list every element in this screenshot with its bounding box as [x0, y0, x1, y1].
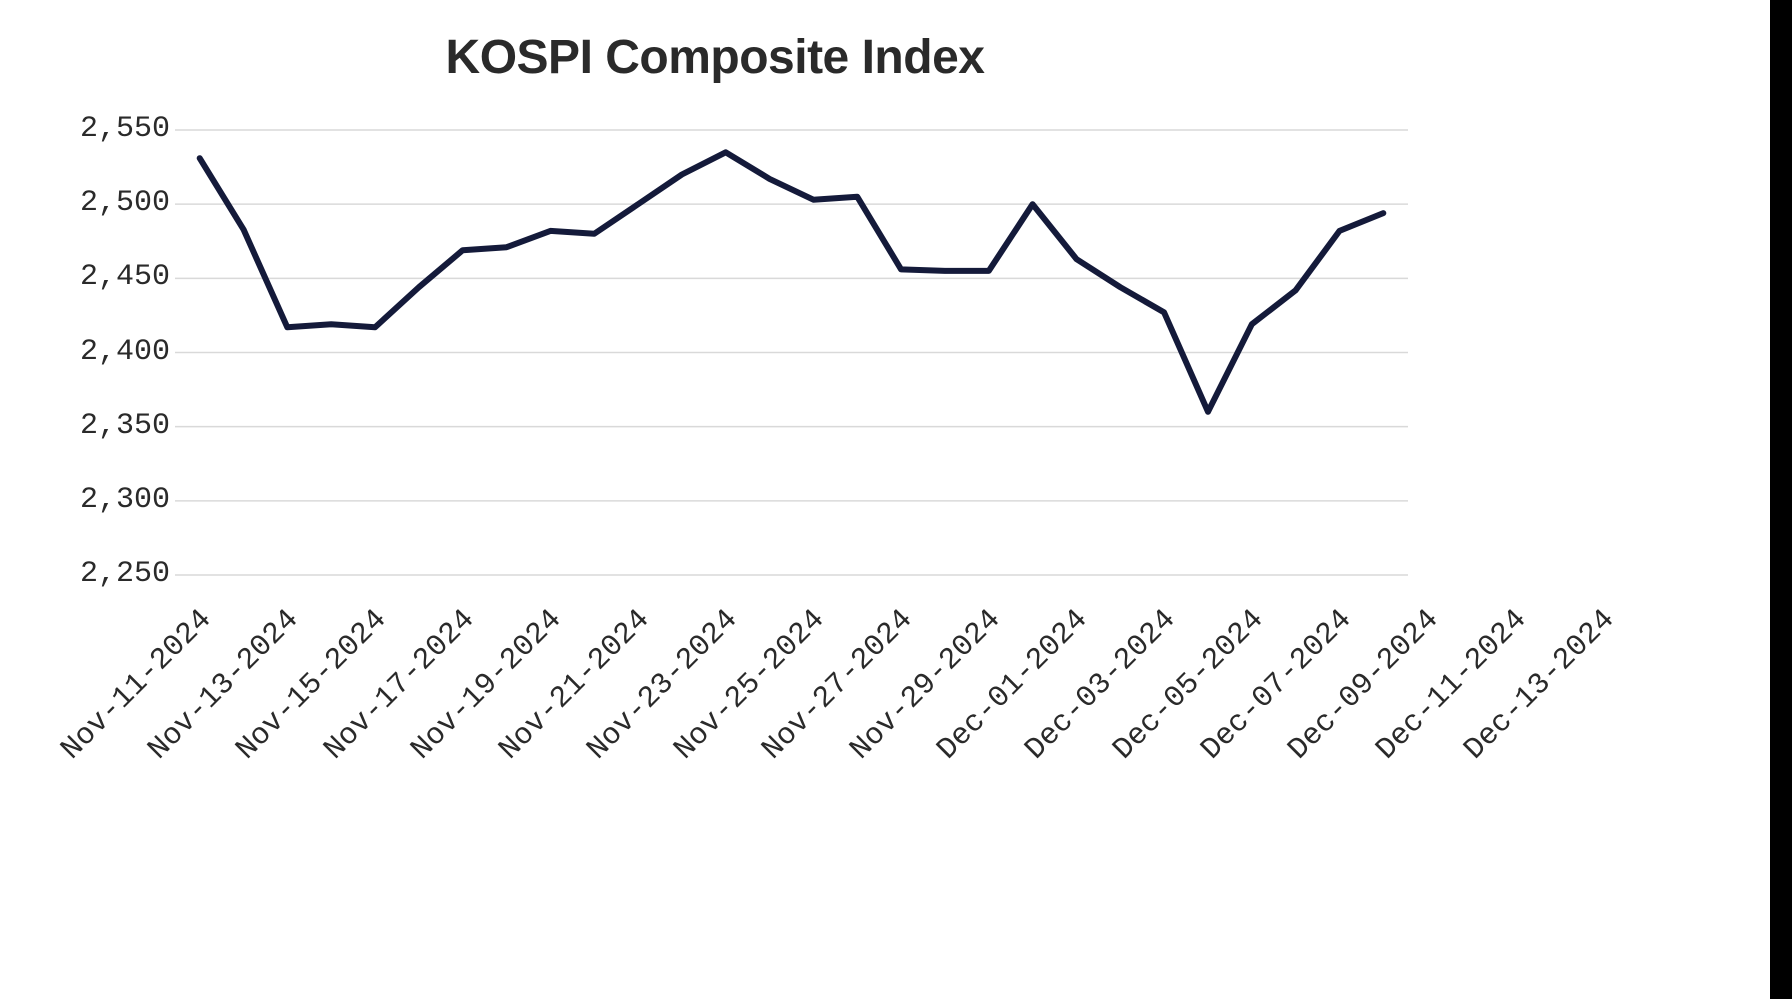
y-tick-label: 2,500: [80, 186, 170, 220]
y-tick-label: 2,450: [80, 260, 170, 294]
right-border-bar: [1770, 0, 1792, 999]
chart-plot-area: [0, 0, 1792, 999]
data-line: [200, 152, 1384, 412]
y-tick-label: 2,300: [80, 483, 170, 517]
y-tick-label: 2,350: [80, 409, 170, 443]
y-tick-label: 2,550: [80, 112, 170, 146]
y-tick-label: 2,400: [80, 335, 170, 369]
chart-container: KOSPI Composite Index 2,2502,3002,3502,4…: [0, 0, 1792, 999]
gridlines: [175, 130, 1408, 575]
y-tick-label: 2,250: [80, 557, 170, 591]
